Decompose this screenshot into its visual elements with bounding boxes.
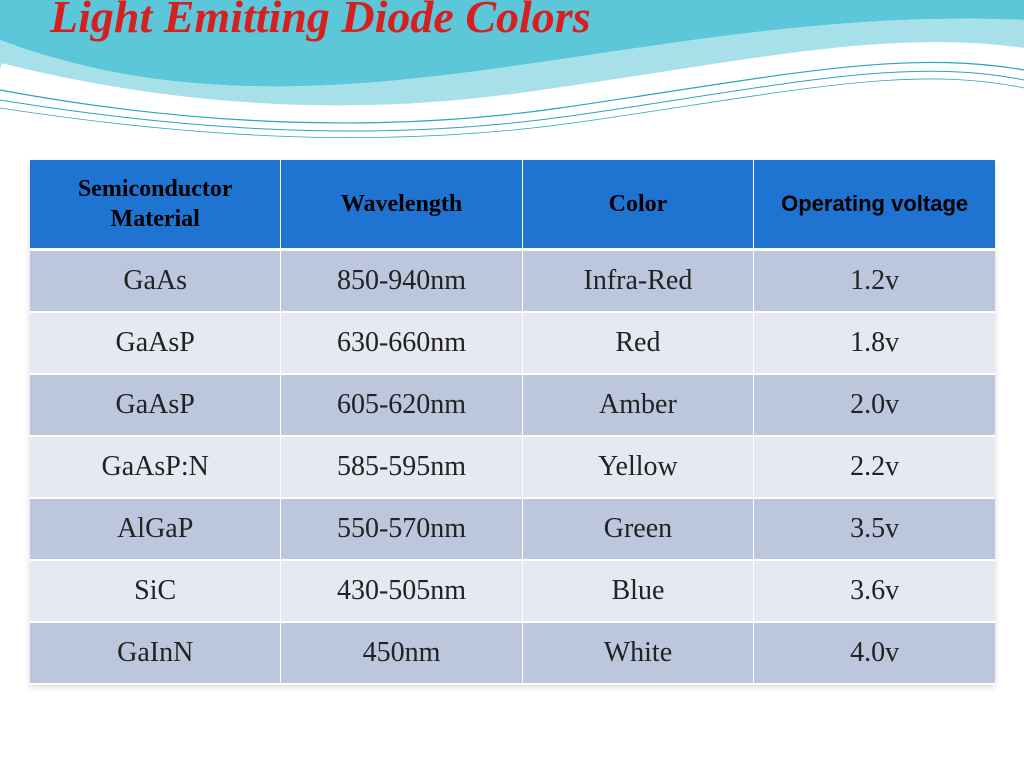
table-cell: GaAsP:N [30,436,281,498]
table-cell: Red [522,312,754,374]
table-cell: AlGaP [30,498,281,560]
table-cell: 3.6v [754,560,995,622]
table-cell: SiC [30,560,281,622]
table-cell: 550-570nm [281,498,522,560]
col-header-label: SemiconductorMaterial [78,176,233,232]
table-cell: 585-595nm [281,436,522,498]
table-cell: 1.2v [754,250,995,313]
table-row: GaInN450nmWhite4.0v [30,622,995,684]
col-header-color: Color [522,160,754,250]
col-header-label: Color [609,191,668,217]
table-cell: GaAs [30,250,281,313]
table-row: GaAsP630-660nmRed1.8v [30,312,995,374]
table-cell: Green [522,498,754,560]
table-row: GaAsP:N585-595nmYellow2.2v [30,436,995,498]
table-cell: Amber [522,374,754,436]
table-cell: GaInN [30,622,281,684]
col-header-material: SemiconductorMaterial [30,160,281,250]
table-cell: Infra-Red [522,250,754,313]
table-cell: 4.0v [754,622,995,684]
table-row: GaAsP605-620nmAmber2.0v [30,374,995,436]
table-cell: 605-620nm [281,374,522,436]
led-table-container: SemiconductorMaterial Wavelength Color O… [30,160,995,685]
table-header-row: SemiconductorMaterial Wavelength Color O… [30,160,995,250]
table-cell: 450nm [281,622,522,684]
page-title: Light Emitting Diode Colors [50,0,591,43]
table-cell: White [522,622,754,684]
table-cell: 3.5v [754,498,995,560]
col-header-voltage: Operating voltage [754,160,995,250]
table-cell: Blue [522,560,754,622]
table-row: GaAs850-940nmInfra-Red1.2v [30,250,995,313]
table-cell: Yellow [522,436,754,498]
col-header-label: Operating voltage [781,191,968,216]
led-table: SemiconductorMaterial Wavelength Color O… [30,160,995,685]
table-cell: 2.2v [754,436,995,498]
table-row: AlGaP550-570nmGreen3.5v [30,498,995,560]
table-cell: 2.0v [754,374,995,436]
col-header-label: Wavelength [341,191,462,217]
table-body: GaAs850-940nmInfra-Red1.2vGaAsP630-660nm… [30,250,995,685]
table-cell: 430-505nm [281,560,522,622]
col-header-wavelength: Wavelength [281,160,522,250]
table-cell: 1.8v [754,312,995,374]
table-cell: GaAsP [30,312,281,374]
table-cell: 850-940nm [281,250,522,313]
table-cell: GaAsP [30,374,281,436]
table-row: SiC430-505nmBlue3.6v [30,560,995,622]
table-cell: 630-660nm [281,312,522,374]
